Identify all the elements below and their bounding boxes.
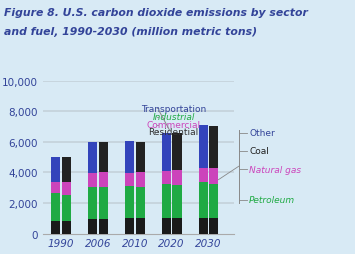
Text: Transportation: Transportation [141, 104, 206, 113]
Text: Figure 8. U.S. carbon dioxide emissions by sector: Figure 8. U.S. carbon dioxide emissions … [4, 8, 307, 18]
Bar [51, 157, 60, 182]
Text: Petroleum: Petroleum [249, 196, 295, 205]
Text: Natural gas: Natural gas [249, 165, 301, 174]
Bar [209, 126, 218, 168]
Text: Commercial: Commercial [146, 121, 201, 130]
Bar [62, 195, 71, 221]
Bar [173, 218, 182, 234]
Bar [198, 168, 208, 182]
Bar [209, 218, 218, 234]
Bar [209, 168, 218, 184]
Text: Residential: Residential [148, 127, 198, 136]
Bar [51, 221, 60, 234]
Bar [198, 218, 208, 234]
Bar [88, 173, 97, 187]
Bar [162, 133, 171, 171]
Bar [125, 218, 134, 234]
Bar [136, 218, 145, 234]
Bar [125, 186, 134, 218]
Bar [125, 173, 134, 186]
Bar [136, 187, 145, 218]
Bar [88, 142, 97, 173]
Bar [162, 184, 171, 218]
Bar [173, 170, 182, 185]
Bar [198, 182, 208, 218]
Bar [162, 171, 171, 184]
Bar [125, 141, 134, 173]
Bar [51, 193, 60, 221]
Bar [198, 125, 208, 168]
Bar [173, 185, 182, 218]
Bar [88, 219, 97, 234]
Bar [99, 142, 108, 173]
Bar [136, 142, 145, 173]
Bar [99, 173, 108, 187]
Bar [209, 184, 218, 218]
Bar [136, 173, 145, 187]
Text: Other: Other [249, 129, 275, 138]
Bar [62, 221, 71, 234]
Bar [173, 133, 182, 170]
Text: and fuel, 1990-2030 (million metric tons): and fuel, 1990-2030 (million metric tons… [4, 27, 257, 37]
Bar [88, 187, 97, 219]
Bar [62, 157, 71, 182]
Bar [51, 182, 60, 193]
Text: Coal: Coal [249, 147, 269, 156]
Bar [99, 219, 108, 234]
Bar [162, 218, 171, 234]
Text: Industrial: Industrial [152, 113, 195, 122]
Bar [62, 182, 71, 195]
Bar [99, 187, 108, 219]
